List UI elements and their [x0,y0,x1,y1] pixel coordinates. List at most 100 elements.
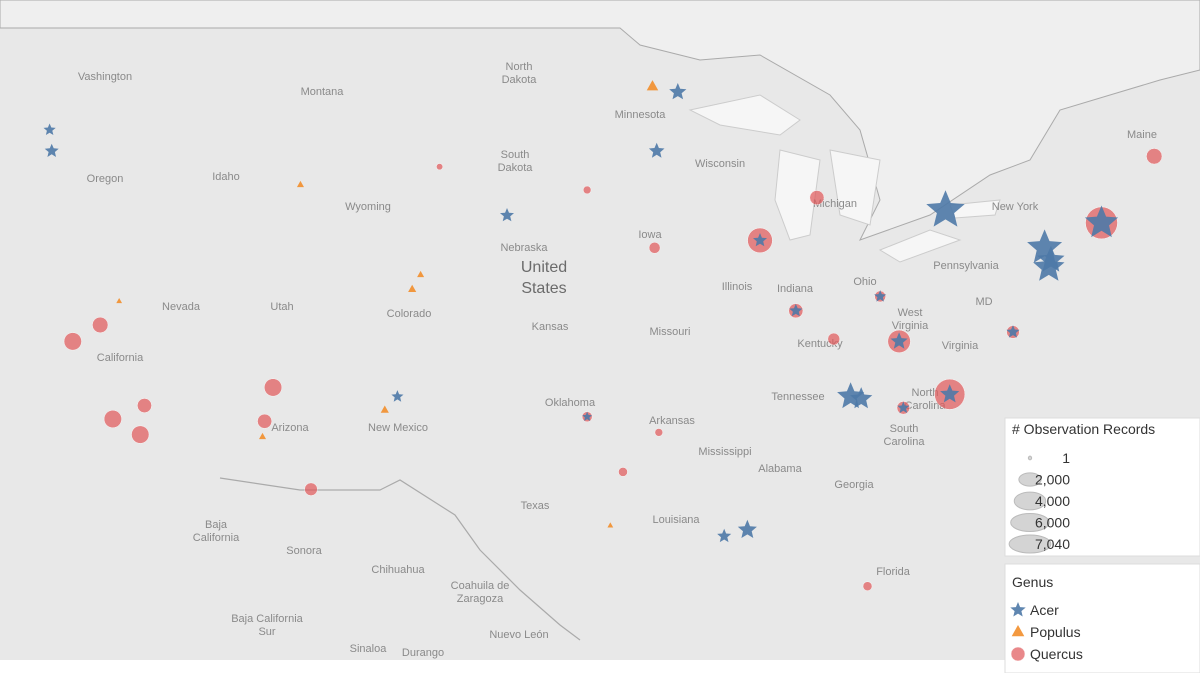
observation-marker [131,425,150,444]
place-label-line: Oklahoma [545,397,596,409]
observation-marker [1084,205,1119,238]
place-label: Coahuila de Zaragoza [451,580,510,605]
place-label-line: Missouri [650,326,691,338]
place-label: South Carolina [884,423,926,448]
place-label-line: Wyoming [345,201,391,213]
place-label-line: South [501,149,530,161]
place-label-line: Vashington [78,71,132,83]
place-label: Missouri [650,326,691,338]
observation-marker [940,384,960,403]
observation-marker [417,270,425,278]
place-label: California [97,352,144,364]
place-label-line: Nuevo León [489,629,548,641]
observation-marker [44,143,59,157]
place-label: Maine [1127,129,1157,141]
place-label-line: North [912,387,939,399]
place-label-line: Iowa [638,229,662,241]
place-label: West Virginia [892,307,929,332]
place-label-line: Kansas [532,321,569,333]
place-label: Arkansas [649,415,695,427]
observation-marker [1006,325,1020,338]
place-label-line: United [521,259,567,276]
place-label-line: West [898,307,923,319]
size-legend-label: 1 [1062,450,1070,466]
size-legend-label: 4,000 [1035,493,1070,509]
observation-marker [737,519,757,538]
observation-marker [850,387,873,409]
place-label: Baja California [193,519,240,544]
place-label: Tennessee [771,391,824,403]
observation-marker [116,298,123,304]
place-label: Nebraska [500,242,548,254]
observation-marker [926,190,965,227]
great-lakes [688,94,1001,263]
observation-marker [137,398,152,413]
place-label: North Carolina [905,387,947,412]
place-label-line: Mississippi [698,446,751,458]
place-label: Virginia [942,340,979,352]
footer [0,660,1200,673]
place-label-line: South [890,423,919,435]
place-label: Georgia [834,479,874,491]
genus-legend-label: Acer [1030,602,1059,618]
place-label: Michigan [813,198,857,210]
observation-marker [753,233,767,247]
place-label: Sinaloa [350,643,388,655]
place-label-line: Idaho [212,171,240,183]
place-label: Durango [402,647,444,659]
place-label: Alabama [758,463,802,475]
observation-marker [789,303,803,317]
place-label: Vashington [78,71,132,83]
observation-marker [92,316,109,334]
place-label-line: Dakota [498,162,534,174]
observation-marker [827,332,841,346]
place-label: Wisconsin [695,158,745,170]
size-legend-symbol [1018,472,1042,487]
observation-marker [103,409,122,429]
size-legend-symbol [1027,455,1033,461]
size-legend-symbol [1013,491,1047,511]
place-label: Minnesota [615,109,667,121]
genus-legend-box [1004,563,1200,673]
place-label-line: Virginia [892,320,929,332]
observation-marker [408,284,417,292]
place-label: North Dakota [502,61,538,86]
place-label-line: New York [992,201,1039,213]
place-label: Nuevo León [489,629,548,641]
place-label: Pennsylvania [933,260,999,272]
size-legend-symbol [1010,513,1050,532]
place-label-line: North [506,61,533,73]
place-label-line: Virginia [942,340,979,352]
place-label: Idaho [212,171,240,183]
place-label-line: Illinois [722,281,753,293]
place-label: MD [975,296,992,308]
observation-marker [717,528,732,543]
observation-marker [648,142,665,158]
size-legend-label: 2,000 [1035,472,1070,488]
place-label-line: Wisconsin [695,158,745,170]
place-label-line: Florida [876,566,911,578]
genus-legend-title: Genus [1012,574,1053,590]
place-label: Utah [270,301,293,313]
place-label-line: Baja [205,519,228,531]
place-label-line: Pennsylvania [933,260,999,272]
size-legend-label: 7,040 [1035,536,1070,552]
observation-marker [264,378,283,397]
place-label-line: Louisiana [652,514,700,526]
place-label: Mississippi [698,446,751,458]
place-label-line: Ohio [853,276,876,288]
observation-marker [890,332,908,349]
observation-marker [646,80,659,91]
observation-marker [1146,148,1163,165]
place-label-line: Nebraska [500,242,548,254]
place-label-line: Zaragoza [457,593,504,605]
observation-marker [436,163,444,171]
observation-marker [582,185,592,195]
observation-marker [257,413,273,429]
observation-marker [43,123,56,135]
observation-marker [874,290,887,302]
place-label-line: Sinaloa [350,643,388,655]
place-label: Florida [876,566,911,578]
